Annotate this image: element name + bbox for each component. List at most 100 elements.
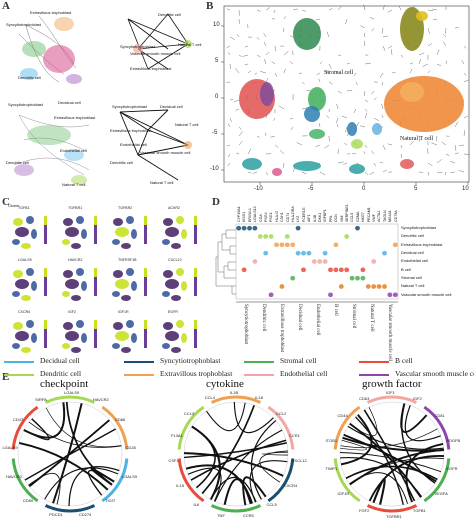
cell-cluster-blob	[62, 291, 70, 297]
gene-column-label: MS4A1	[388, 210, 392, 222]
feature-title: ACKR2	[168, 206, 180, 210]
violin-mark	[242, 268, 247, 273]
cell-cluster-blob	[81, 229, 87, 239]
colorbar-high	[44, 320, 47, 329]
legend-swatch	[359, 361, 389, 363]
cluster-legend-title: Cluster	[8, 204, 19, 208]
cell-cluster-blob	[162, 239, 170, 245]
cell-type-group-label: Stromal cell	[351, 304, 356, 328]
circos-chord	[202, 405, 254, 493]
net4-label-dc: Dendritic cell	[110, 160, 133, 165]
legend-swatch	[124, 361, 154, 363]
cell-cluster-blob	[121, 295, 131, 301]
colorbar-high	[144, 320, 147, 329]
circos-arc	[212, 505, 261, 511]
legend-label: Dendritic cell	[40, 369, 81, 378]
violin-mark	[382, 284, 387, 289]
gene-column-label: DKK1	[318, 213, 322, 222]
cell-type-group-label: Natural T cell	[369, 304, 374, 332]
gene-column-label: CD79A	[394, 210, 398, 222]
circos-gene-label: IL15	[176, 483, 184, 488]
cell-cluster-blob	[76, 268, 84, 276]
circos-gene-label: TGFBR1	[386, 514, 402, 519]
cell-cluster-blob	[126, 320, 134, 328]
circos-gene-label: PDGFB	[446, 438, 460, 443]
net2-label-nt: Natural T cell	[178, 42, 201, 47]
cell-type-row-label: Vascular smooth muscle cell	[401, 292, 451, 297]
y-tick-0: 0	[215, 94, 218, 100]
violin-mark	[323, 259, 328, 264]
cell-cluster-blob	[131, 229, 137, 239]
cell-cluster-blob	[31, 333, 37, 343]
net2-label-vsmc: Vascular smooth muscle cell	[130, 51, 180, 56]
circos-gene-label: HAVCR2	[6, 474, 22, 479]
violin-mark	[269, 293, 274, 298]
colorbar-high	[194, 320, 197, 329]
violin-mark	[317, 259, 322, 264]
cell-cluster-blob	[15, 331, 29, 341]
gene-column-label: VIM	[340, 216, 344, 222]
circos-gene-label: CD28	[126, 445, 136, 450]
cell-cluster-blob	[13, 218, 23, 226]
circos-gene-label: IGF2	[413, 396, 422, 401]
net3-label-dc: Dendritic cell	[6, 160, 29, 165]
x-tick-5: 5	[414, 186, 417, 192]
circos-gene-label: IL18	[255, 395, 263, 400]
cell-cluster-blob	[71, 295, 81, 301]
panel-a: Extravillous trophoblast Syncytiotrophob…	[0, 0, 206, 196]
cell-cluster-blob	[113, 218, 123, 226]
circos-chord	[252, 421, 276, 500]
feature-plot	[54, 264, 100, 306]
feature-plot	[4, 264, 50, 306]
circos-gene-label: FGF2	[359, 508, 369, 513]
gene-column-label: CCL5	[350, 213, 354, 222]
x-tick-10: 10	[462, 186, 469, 192]
y-tick-10: 10	[213, 22, 220, 28]
gene-column-label: CD74	[286, 213, 290, 222]
cell-cluster-blob	[171, 243, 181, 249]
gene-column-label: VWF	[372, 214, 376, 222]
feature-title: LGALS9	[18, 258, 32, 262]
feature-plot	[54, 212, 100, 254]
panel-b: 10 5 0 -5 -10 -10 -5 0 5 10 Stromal cell…	[212, 4, 474, 196]
violin-mark	[258, 234, 263, 239]
violin-mark	[344, 268, 349, 273]
circos-gene-label: EGFR	[446, 466, 457, 471]
violin-mark	[301, 251, 306, 256]
gene-column-label: LYZ	[296, 216, 300, 222]
colorbar-high	[194, 268, 197, 277]
legend-swatch	[244, 361, 274, 363]
gene-column-label: SERPINE1	[345, 204, 349, 222]
violin-mark	[328, 268, 333, 273]
cell-cluster-blob	[21, 295, 31, 301]
circos-chord	[215, 430, 282, 502]
cell-cluster-blob	[176, 320, 184, 328]
violin-mark	[387, 293, 392, 298]
circos-gene-label: F13A1	[171, 433, 183, 438]
cell-cluster-blob	[126, 216, 134, 224]
violin-mark	[274, 243, 279, 248]
feature-plot	[154, 212, 200, 254]
cell-cluster-blob	[62, 343, 70, 349]
gene-column-label: AIF1	[307, 214, 311, 222]
cell-cluster-blob	[162, 291, 170, 297]
cell-cluster-blob	[112, 239, 120, 245]
cell-cluster-blob	[13, 270, 23, 278]
cell-cluster-blob	[181, 281, 187, 291]
violin-mark	[252, 259, 257, 264]
net4-label-vsmc: Vascular smooth muscle cell	[140, 150, 190, 155]
cell-type-group-label: Extravillous trophoblast	[279, 304, 284, 352]
circos-gene-label: CD81	[434, 413, 444, 418]
feature-plot	[104, 212, 150, 254]
legend-swatch	[244, 374, 274, 376]
circos-arc	[268, 459, 292, 501]
feature-title: CXCR4	[18, 310, 30, 314]
network-plot-1	[4, 4, 100, 94]
gene-column-label: CSH1	[280, 212, 284, 222]
circos-gene-label: LGALS9	[122, 474, 137, 479]
net2-label-syn: Syncytiotrophoblast	[120, 44, 155, 49]
x-tick-0: 0	[362, 186, 365, 192]
violin-mark	[333, 243, 338, 248]
net3-label-syn: Syncytiotrophoblast	[8, 102, 43, 107]
